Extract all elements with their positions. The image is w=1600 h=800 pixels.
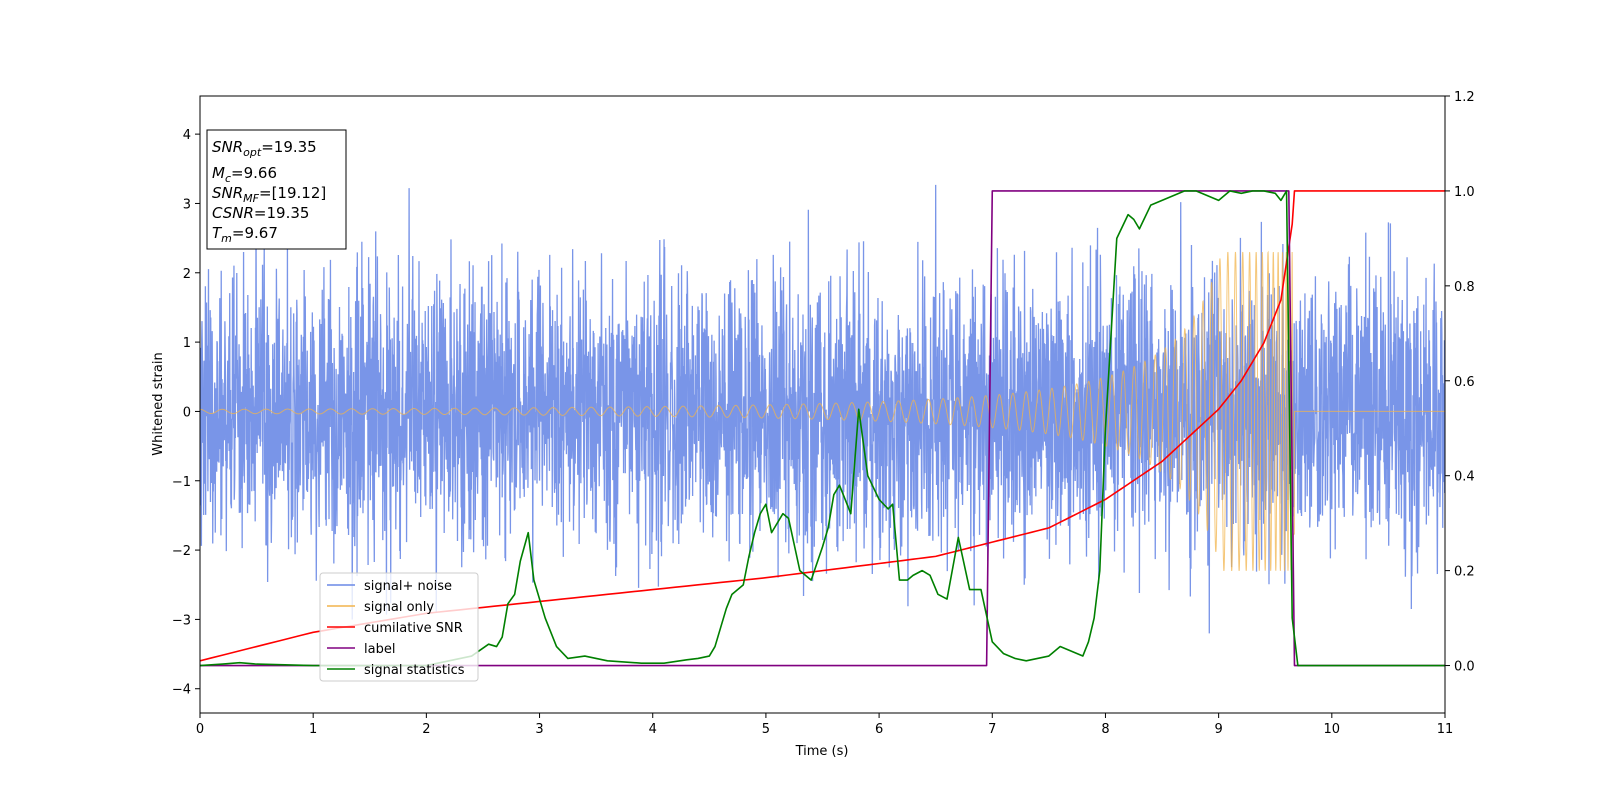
x-tick-label: 6 — [875, 722, 883, 737]
x-tick-label: 0 — [196, 722, 204, 737]
signal-statistics-series — [200, 190, 1445, 667]
y2-axis-ticks: 0.0 0.2 0.4 0.6 0.8 1.0 1.2 — [1445, 90, 1475, 675]
info-mc: Mc=9.66 — [212, 164, 277, 185]
x-tick-label: 2 — [422, 722, 430, 737]
y-tick-label: 3 — [183, 197, 191, 212]
signal-statistics-line — [200, 190, 1445, 667]
y-tick-label: 4 — [183, 128, 191, 143]
y2-tick-label: 0.0 — [1454, 660, 1475, 675]
plot-area — [200, 184, 1445, 667]
x-tick-label: 10 — [1324, 722, 1341, 737]
x-axis-ticks: 0 1 2 3 4 5 6 7 8 9 10 11 — [196, 713, 1453, 737]
legend-label-cumulative-snr: cumilative SNR — [364, 621, 463, 636]
info-csnr: CSNR=19.35 — [212, 204, 309, 222]
axes-frame — [199, 95, 1446, 714]
x-tick-label: 4 — [649, 722, 657, 737]
legend-label-signal-noise: signal+ noise — [364, 579, 452, 594]
x-tick-label: 1 — [309, 722, 317, 737]
legend-label-signal-only: signal only — [364, 600, 434, 615]
x-tick-label: 8 — [1101, 722, 1109, 737]
y2-tick-label: 1.2 — [1454, 90, 1475, 105]
y-tick-label: −3 — [172, 613, 191, 628]
y-tick-label: 2 — [183, 267, 191, 282]
y-axis-ticks: −4 −3 −2 −1 0 1 2 3 4 — [172, 128, 200, 698]
info-box: SNRopt=19.35 Mc=9.66 SNRMF=[19.12] CSNR=… — [206, 129, 347, 250]
x-axis-label: Time (s) — [795, 744, 849, 759]
signal-only-series — [200, 250, 1445, 572]
y2-tick-label: 0.2 — [1454, 565, 1475, 580]
x-tick-label: 7 — [988, 722, 996, 737]
legend: signal+ noise signal only cumilative SNR… — [319, 572, 479, 682]
y-axis-label: Whitened strain — [151, 352, 166, 455]
y2-tick-label: 0.8 — [1454, 280, 1475, 295]
info-box-frame — [206, 129, 347, 250]
legend-label-signal-statistics: signal statistics — [364, 663, 465, 678]
signal-only-line — [200, 250, 1445, 572]
info-snr-mf: SNRMF=[19.12] — [212, 184, 326, 205]
signal-noise-series — [200, 184, 1445, 634]
legend-frame — [319, 572, 479, 682]
y2-tick-label: 0.4 — [1454, 470, 1475, 485]
info-tm: Tm=9.67 — [212, 224, 278, 245]
y2-tick-label: 0.6 — [1454, 375, 1475, 390]
y-tick-label: −1 — [172, 475, 191, 490]
x-tick-label: 9 — [1214, 722, 1222, 737]
info-snr-opt: SNRopt=19.35 — [212, 138, 317, 159]
y2-tick-label: 1.0 — [1454, 185, 1475, 200]
signal-noise-line — [200, 184, 1445, 634]
x-tick-label: 5 — [762, 722, 770, 737]
x-tick-label: 11 — [1437, 722, 1454, 737]
legend-label-label: label — [364, 642, 395, 657]
y-tick-label: 0 — [183, 405, 191, 420]
x-tick-label: 3 — [535, 722, 543, 737]
y-tick-label: 1 — [183, 336, 191, 351]
y-tick-label: −4 — [172, 683, 191, 698]
y-tick-label: −2 — [172, 544, 191, 559]
